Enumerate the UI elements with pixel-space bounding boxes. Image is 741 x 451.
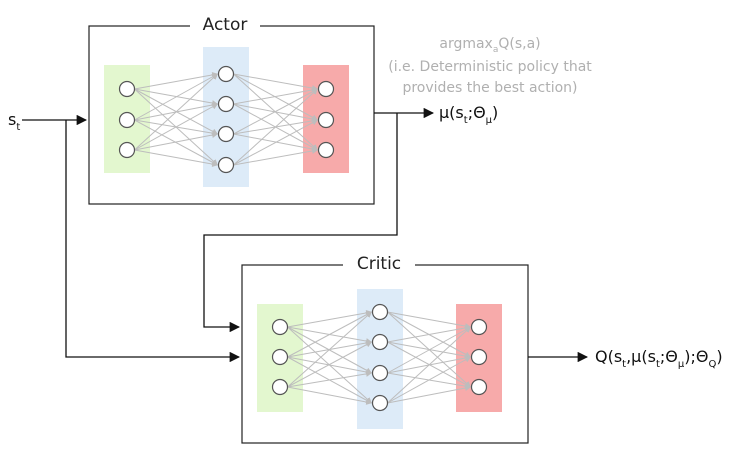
critic-neuron — [371, 333, 389, 351]
critic-neuron — [271, 318, 289, 336]
actor-nodes — [118, 65, 335, 174]
critic-connection — [287, 370, 373, 388]
actor-neuron — [317, 80, 335, 98]
critic-connection — [387, 311, 472, 329]
actor-neuron — [217, 156, 235, 174]
actor-network: Actor — [88, 14, 375, 205]
critic-neuron — [371, 303, 389, 321]
critic-connection — [287, 386, 373, 405]
actor-connection — [233, 119, 319, 166]
actor-neuron — [118, 141, 136, 159]
critic-neuron — [470, 318, 488, 336]
critic-connection — [287, 311, 373, 358]
actor-connection — [233, 88, 318, 166]
actor-neuron — [317, 111, 335, 129]
actor-connections — [134, 72, 319, 167]
actor-neuron — [217, 95, 235, 113]
actor-connection — [233, 147, 319, 166]
critic-connections — [287, 309, 472, 405]
actor-connection — [134, 103, 219, 151]
actor-title: Actor — [203, 15, 248, 35]
critic-network: Critic — [241, 253, 529, 444]
actor-connection — [134, 73, 218, 151]
actor-neuron — [217, 65, 235, 83]
critic-neuron — [271, 378, 289, 396]
actor-connection — [134, 132, 219, 151]
critic-neuron — [371, 364, 389, 382]
critic-connection — [387, 385, 472, 404]
actor-neuron — [118, 80, 136, 98]
critic-nodes — [271, 303, 488, 412]
actor-connection — [134, 73, 219, 121]
actor-connection — [233, 86, 319, 105]
critic-connection — [387, 326, 471, 404]
actor-neuron — [217, 125, 235, 143]
signal-wires — [22, 107, 589, 363]
actor-connection — [134, 72, 219, 90]
critic-output-label: Q(st,μ(st;Θμ);ΘQ) — [595, 347, 723, 370]
action-to-critic-arrow — [203, 113, 398, 333]
actor-connection — [233, 88, 319, 135]
actor-connection — [134, 149, 219, 167]
critic-neuron — [371, 394, 389, 412]
critic-connection — [387, 356, 472, 404]
critic-connection — [287, 341, 373, 388]
critic-connection — [387, 326, 472, 374]
state-to-critic-arrow — [65, 120, 241, 363]
state-label: st — [8, 110, 20, 133]
actor-output-label: μ(st;Θμ) — [439, 103, 498, 126]
critic-title: Critic — [357, 254, 401, 274]
argmax-note: argmaxaQ(s,a) (i.e. Deterministic policy… — [388, 36, 592, 96]
note-line-3: provides the best action) — [402, 80, 577, 96]
critic-connection — [287, 311, 372, 388]
note-line-2: (i.e. Deterministic policy that — [388, 59, 592, 75]
note-line-1: argmaxaQ(s,a) — [439, 36, 540, 55]
actor-connection — [233, 73, 319, 92]
critic-neuron — [470, 378, 488, 396]
critic-neuron — [470, 348, 488, 366]
actor-neuron — [118, 111, 136, 129]
critic-neuron — [271, 348, 289, 366]
critic-connection — [387, 325, 472, 343]
actor-neuron — [317, 141, 335, 159]
critic-connection — [287, 309, 373, 328]
